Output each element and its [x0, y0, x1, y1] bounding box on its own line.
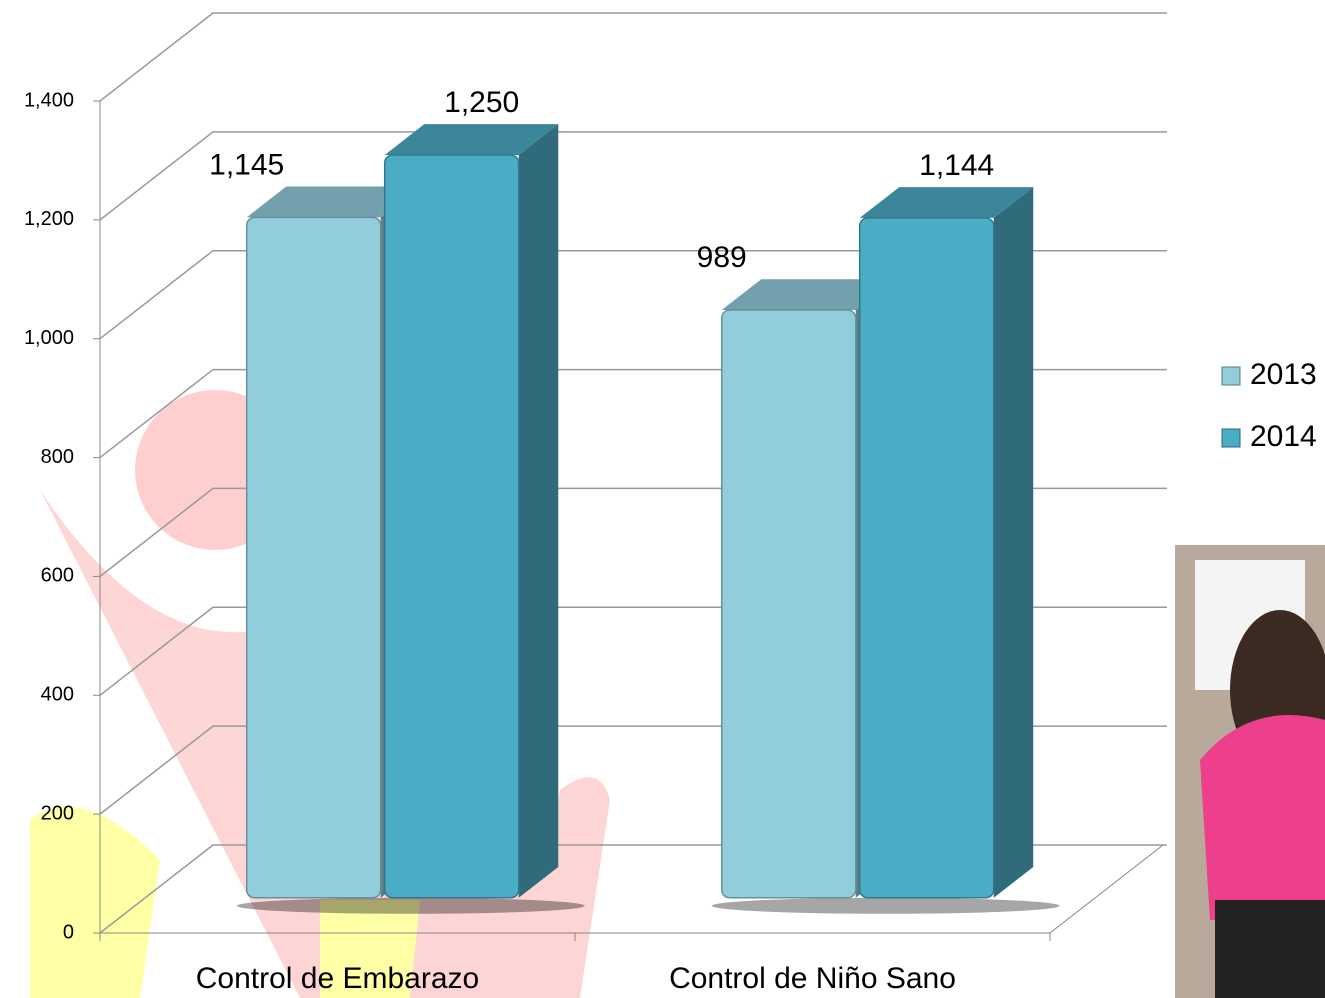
- y-tick-label: 1,400: [24, 89, 74, 111]
- bar-top: [246, 186, 421, 218]
- bar-side: [518, 124, 559, 898]
- bar: [858, 217, 995, 899]
- bar-top: [721, 279, 896, 311]
- bar: [383, 154, 520, 899]
- y-tick-label: 400: [41, 684, 74, 706]
- bar: [720, 309, 857, 899]
- x-tick-label: Control de Embarazo: [196, 962, 479, 995]
- bar-side: [993, 187, 1034, 898]
- bar-shadow: [236, 897, 585, 914]
- x-tick-label: Control de Niño Sano: [669, 962, 956, 995]
- legend-swatch: [1221, 366, 1241, 386]
- bar: [858, 187, 1034, 899]
- y-tick-label: 1,000: [24, 327, 74, 349]
- bar: [383, 124, 559, 899]
- y-tick-label: 800: [41, 446, 74, 468]
- photo-shape: [1215, 900, 1325, 998]
- y-tick-label: 0: [63, 921, 74, 943]
- legend-swatch: [1221, 428, 1241, 448]
- logo-shape: [30, 806, 160, 998]
- grid-line: [99, 12, 1167, 102]
- y-tick-label: 600: [41, 565, 74, 587]
- grid-line: [99, 249, 1167, 340]
- value-label: 1,144: [919, 149, 994, 182]
- grid-line: [99, 131, 1167, 221]
- legend-label: 2013: [1250, 358, 1317, 391]
- bar-shadow: [711, 897, 1060, 914]
- value-label: 1,145: [209, 148, 284, 181]
- bar-top: [384, 124, 559, 155]
- floor-edge: [1049, 844, 1164, 934]
- bar-top: [859, 187, 1034, 218]
- photo: [1175, 545, 1325, 998]
- logo-shape: [520, 777, 610, 998]
- logo-shape: [320, 900, 420, 998]
- value-label: 1,250: [444, 86, 519, 119]
- photo-shape: [1200, 715, 1325, 920]
- bar: [245, 216, 382, 899]
- y-tick-label: 1,200: [24, 208, 74, 230]
- legend-label: 2014: [1250, 420, 1317, 453]
- y-tick-label: 200: [41, 802, 74, 824]
- value-label: 989: [697, 241, 747, 274]
